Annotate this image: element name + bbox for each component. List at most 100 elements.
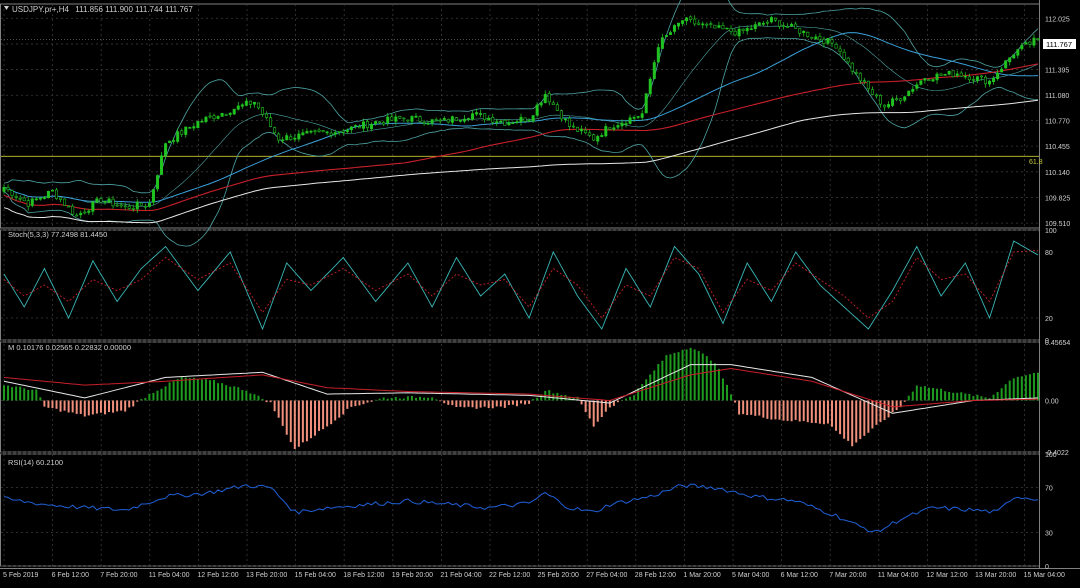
momentum-bar	[701, 353, 704, 401]
candle-body	[616, 125, 620, 128]
momentum-bar	[455, 400, 458, 407]
dropdown-triangle-icon[interactable]	[4, 6, 9, 10]
candle-body	[10, 190, 14, 196]
x-axis-label: 12 Mar 12:00	[926, 572, 967, 579]
momentum-bar	[35, 389, 38, 401]
momentum-bar	[895, 400, 898, 411]
momentum-bar	[1004, 384, 1007, 401]
price-y-tick-label: 110.140	[1045, 170, 1070, 177]
price-y-tick-label: 109.510	[1045, 221, 1070, 228]
rsi-label: RSI(14) 60.2100	[8, 458, 63, 467]
momentum-bar	[237, 387, 240, 401]
momentum-y-tick-label: -0.4022	[1045, 450, 1069, 457]
momentum-bar	[499, 400, 502, 407]
momentum-bar	[936, 388, 939, 401]
momentum-bar	[293, 400, 296, 449]
candle-body	[317, 129, 321, 132]
candle-body	[668, 32, 672, 35]
candle-body	[717, 25, 721, 28]
candle-body	[466, 118, 470, 120]
momentum-bar	[309, 400, 312, 439]
momentum-bar	[653, 370, 656, 401]
momentum-bar	[705, 356, 708, 401]
candle-body	[216, 116, 220, 119]
candle-body	[963, 75, 967, 78]
candle-body	[790, 24, 794, 27]
candle-body	[584, 129, 588, 134]
candle-body	[636, 116, 640, 118]
momentum-bar	[831, 400, 834, 427]
candle-body	[192, 126, 196, 129]
momentum-bar	[15, 386, 18, 401]
momentum-bar	[245, 390, 248, 401]
candle-body	[2, 187, 6, 192]
candle-body	[309, 130, 313, 133]
momentum-bar	[738, 400, 741, 415]
candle-body	[285, 135, 289, 141]
candle-body	[458, 120, 462, 122]
candle-body	[769, 17, 773, 23]
candle-body	[887, 104, 891, 108]
candle-body	[418, 116, 422, 122]
candle-body	[854, 71, 858, 74]
rsi-y-tick-label: 0	[1045, 564, 1049, 571]
price-panel	[1, 0, 1040, 247]
current-price-label: 111.767	[1046, 40, 1072, 49]
candle-body	[325, 131, 329, 134]
momentum-bar	[802, 400, 805, 422]
candle-body	[612, 127, 616, 130]
candle-body	[42, 196, 46, 199]
momentum-bar	[992, 394, 995, 401]
candle-body	[123, 205, 127, 208]
candle-body	[721, 25, 725, 30]
x-axis-label: 6 Mar 12:00	[781, 572, 818, 579]
momentum-bar	[261, 398, 264, 401]
candle-body	[697, 22, 701, 25]
momentum-bar	[717, 368, 720, 401]
candle-body	[503, 119, 507, 126]
momentum-bar	[822, 400, 825, 425]
price-y-tick-label: 111.080	[1045, 93, 1069, 100]
price-y-tick-label: 112.025	[1045, 16, 1070, 23]
momentum-bar	[839, 400, 842, 435]
candle-body	[491, 117, 495, 123]
candle-body	[333, 132, 337, 135]
candle-body	[693, 18, 697, 25]
momentum-bar	[350, 400, 353, 407]
momentum-bar	[176, 379, 179, 401]
candle-body	[382, 122, 386, 125]
candle-body	[822, 38, 826, 44]
momentum-bar	[51, 400, 54, 409]
momentum-bar	[871, 400, 874, 429]
candle-body	[519, 116, 523, 122]
momentum-bar	[883, 400, 886, 421]
candle-body	[390, 116, 394, 121]
candle-body	[107, 198, 111, 203]
momentum-bar	[156, 390, 159, 401]
candle-body	[87, 210, 91, 213]
momentum-bar	[47, 400, 50, 408]
x-axis-label: 18 Feb 12:00	[343, 572, 384, 579]
candle-body	[741, 28, 745, 31]
candle-body	[55, 189, 59, 199]
candle-body	[870, 89, 874, 95]
candle-body	[899, 98, 903, 102]
candle-body	[511, 122, 515, 125]
momentum-bar	[980, 396, 983, 401]
momentum-bar	[87, 400, 90, 416]
candle-body	[672, 25, 676, 32]
candle-body	[244, 100, 248, 106]
candle-body	[200, 121, 204, 123]
momentum-bar	[524, 400, 527, 405]
x-axis-label: 5 Feb 2019	[3, 572, 39, 579]
candle-body	[818, 35, 822, 41]
candle-body	[971, 78, 975, 81]
candle-body	[874, 94, 878, 97]
momentum-bar	[919, 386, 922, 401]
momentum-bar	[180, 376, 183, 401]
momentum-bar	[629, 396, 632, 401]
momentum-bar	[99, 400, 102, 413]
momentum-bar	[427, 397, 430, 401]
